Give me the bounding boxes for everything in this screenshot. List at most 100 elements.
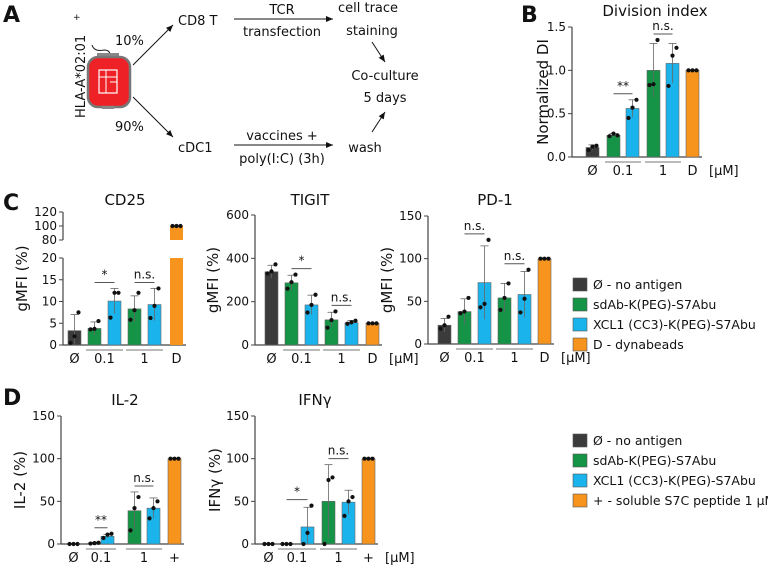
cdc1-label: cDC1 <box>178 141 213 156</box>
data-point <box>88 541 93 546</box>
data-point <box>670 53 675 58</box>
data-point <box>370 321 375 326</box>
data-point <box>262 541 267 547</box>
bar <box>361 458 376 545</box>
data-point <box>594 143 599 148</box>
data-point <box>333 309 338 314</box>
y-axis-label: gMFI (%) <box>378 247 396 313</box>
y-tick-label: 100 <box>34 219 57 233</box>
data-point <box>265 271 270 276</box>
legend-item: XCL1 (CC3)-K(PEG)-S7Abu <box>593 317 756 332</box>
x-tick-label: + <box>363 551 374 566</box>
legend-swatch-sdab <box>572 297 588 312</box>
hla-label: HLA-A*02:01 <box>74 35 89 118</box>
data-point <box>305 310 310 315</box>
y-tick-label: 150 <box>226 409 249 423</box>
data-point <box>105 532 110 537</box>
data-point <box>482 301 487 306</box>
data-point <box>546 256 551 261</box>
data-point <box>136 494 141 500</box>
x-tick-label: 0.1 <box>91 551 112 566</box>
x-tick-label: D <box>367 352 377 367</box>
data-point <box>88 327 93 332</box>
data-point <box>506 281 511 286</box>
legend-swatch-xcl1 <box>572 317 588 332</box>
bar <box>537 258 552 345</box>
data-point <box>284 541 289 547</box>
significance-label: * <box>102 267 108 281</box>
data-point <box>112 290 117 295</box>
x-tick-label: 0.1 <box>291 352 312 367</box>
y-tick-label: 10 <box>42 295 57 309</box>
tcr-label: TCR <box>268 3 294 18</box>
data-point <box>76 310 81 315</box>
data-point <box>651 82 656 87</box>
data-point <box>366 456 371 461</box>
y-axis-label: IL-2 (%) <box>11 451 29 509</box>
x-tick-label: Ø <box>587 164 597 179</box>
data-point <box>269 269 274 274</box>
data-point <box>178 223 183 229</box>
y-tick-label: 100 <box>32 452 55 466</box>
x-tick-label: 0.1 <box>287 551 308 566</box>
y-tick-label: 120 <box>34 205 57 219</box>
data-point <box>67 541 72 547</box>
data-point <box>586 147 591 153</box>
data-point <box>92 541 97 546</box>
y-tick-label: 0 <box>241 338 249 352</box>
panel-label-b: B <box>521 3 538 28</box>
data-point <box>151 506 156 511</box>
legend-d: Ø - no antigen sdAb-K(PEG)-S7Abu XCL1 (C… <box>572 433 768 508</box>
pct-top: 10% <box>115 34 144 49</box>
data-point <box>462 309 467 314</box>
data-point <box>152 303 157 308</box>
data-point <box>128 317 133 322</box>
legend-swatch-none <box>572 433 588 448</box>
cd8-label: CD8 T <box>178 14 217 29</box>
data-point <box>132 308 137 313</box>
data-point <box>301 541 306 547</box>
data-point <box>466 295 471 301</box>
data-point <box>270 541 275 547</box>
significance-label: n.s. <box>464 219 486 233</box>
data-point <box>370 456 375 461</box>
data-point <box>666 83 671 89</box>
blood-bag-icon <box>86 44 132 109</box>
y-tick-label: 20 <box>42 251 57 265</box>
data-point <box>502 295 507 301</box>
data-point <box>168 456 173 461</box>
y-tick-label: 5 <box>49 316 57 330</box>
significance-label: n.s. <box>652 19 674 33</box>
x-tick-label: Ø <box>68 551 78 566</box>
pct-bottom: 90% <box>115 120 144 135</box>
x-tick-label: Ø <box>263 551 273 566</box>
data-point <box>626 115 631 121</box>
data-point <box>538 256 543 261</box>
data-point <box>266 541 271 547</box>
data-point <box>128 528 133 533</box>
legend-swatch-none <box>572 277 588 292</box>
legend-swatch-pos <box>572 493 588 508</box>
legend-item: XCL1 (CC3)-K(PEG)-S7Abu <box>593 473 756 488</box>
chart-div: Division index Normalized DI 0.0 0.5 1.0 1.5 *… <box>534 2 739 179</box>
data-point <box>498 307 503 312</box>
data-point <box>132 506 137 511</box>
panel-label-a: A <box>3 3 20 28</box>
legend-item: Ø - no antigen <box>593 277 682 292</box>
data-point <box>273 262 278 267</box>
significance-label: * <box>294 485 300 499</box>
significance-label: * <box>299 254 305 268</box>
legend-item: sdAb-K(PEG)-S7Abu <box>593 297 716 312</box>
x-tick-label: 1 <box>140 352 148 367</box>
y-tick-label: 150 <box>399 209 422 223</box>
data-point <box>156 286 161 291</box>
x-tick-label: 1 <box>334 551 342 566</box>
staining-label: staining <box>346 24 398 39</box>
y-tick-label: 600 <box>226 208 249 222</box>
data-point <box>542 256 547 261</box>
hla-sup: + <box>73 13 81 23</box>
x-tick-label: Ø <box>69 352 79 367</box>
y-tick-label: 150 <box>32 409 55 423</box>
